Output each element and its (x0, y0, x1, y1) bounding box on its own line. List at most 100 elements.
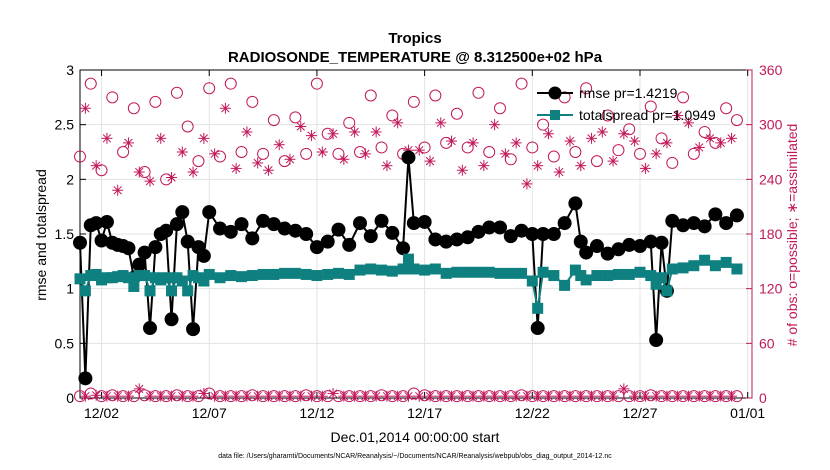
totalspread-point (709, 260, 721, 272)
totalspread-point (268, 268, 280, 280)
obs-assimilated-zero-marker (456, 390, 468, 402)
obs-assimilated-marker (338, 153, 350, 165)
rmse-point (719, 216, 734, 231)
obs-assimilated-zero-marker (467, 390, 479, 402)
data-file-footer: data file: /Users/gharamti/Documents/NCA… (218, 453, 612, 460)
totalspread-point (376, 264, 388, 276)
legend-swatch-marker (548, 86, 562, 100)
totalspread-point (225, 270, 237, 282)
y-axis-label-right: # of obs: o=possible; ∗=assimilated (784, 124, 800, 347)
obs-assimilated-marker (682, 117, 694, 129)
obs-assimilated-marker (510, 137, 522, 149)
obs-assimilated-marker (101, 132, 113, 144)
obs-assimilated-zero-marker (241, 390, 253, 402)
obs-possible-marker (343, 116, 356, 129)
obs-assimilated-marker (726, 132, 738, 144)
obs-possible-marker (580, 82, 593, 95)
totalspread-point (182, 285, 194, 297)
obs-assimilated-zero-marker (359, 390, 371, 402)
obs-assimilated-zero-marker (370, 390, 382, 402)
obs-assimilated-zero-marker (672, 390, 684, 402)
obs-possible-marker (590, 155, 603, 168)
rmse-point (331, 222, 346, 237)
totalspread-point (656, 272, 668, 284)
legend-swatch-marker (550, 110, 560, 120)
obs-assimilated-zero-marker (327, 387, 339, 399)
totalspread-point (322, 268, 334, 280)
x-tick-label: 12/22 (515, 405, 550, 421)
totalspread-point (176, 275, 188, 287)
rmse-point (159, 223, 174, 238)
obs-assimilated-marker (650, 148, 662, 160)
left-tick-label: 3 (66, 62, 74, 78)
x-tick-label: 01/01 (730, 405, 765, 421)
totalspread-point (580, 274, 592, 286)
totalspread-point (666, 263, 678, 275)
totalspread-point (731, 263, 743, 275)
obs-assimilated-marker (607, 155, 619, 167)
obs-assimilated-zero-marker (262, 390, 274, 402)
totalspread-point (166, 285, 178, 297)
obs-possible-marker (375, 141, 388, 154)
legend-label: rmse pr=1.4219 (579, 85, 678, 101)
rmse-point (589, 239, 604, 254)
obs-assimilated-marker (392, 117, 404, 129)
obs-assimilated-zero-marker (650, 390, 662, 402)
right-tick-label: 240 (759, 171, 783, 187)
obs-assimilated-marker (639, 162, 651, 174)
totalspread-point (451, 266, 463, 278)
obs-possible-marker (494, 102, 506, 115)
obs-assimilated-zero-marker (166, 390, 178, 402)
obs-assimilated-zero-marker (402, 390, 414, 402)
totalspread-point (623, 268, 635, 280)
totalspread-point (332, 267, 344, 279)
obs-assimilated-zero-marker (639, 390, 651, 402)
right-tick-label: 180 (759, 226, 783, 242)
obs-possible-marker (181, 120, 194, 133)
totalspread-point (532, 302, 544, 314)
obs-assimilated-marker (435, 117, 447, 129)
obs-assimilated-marker (618, 128, 630, 140)
obs-possible-marker (257, 147, 270, 160)
obs-assimilated-marker (499, 148, 511, 160)
totalspread-point (397, 263, 409, 275)
obs-assimilated-marker (359, 148, 371, 160)
obs-assimilated-zero-marker (586, 390, 598, 402)
totalspread-point (419, 264, 431, 276)
obs-assimilated-marker (693, 141, 705, 153)
rmse-point (396, 241, 411, 256)
obs-assimilated-marker (209, 148, 221, 160)
obs-possible-marker (526, 141, 539, 154)
obs-assimilated-marker (715, 137, 727, 149)
totalspread-point (602, 270, 614, 282)
rmse-point (493, 220, 507, 235)
obs-assimilated-zero-marker (553, 390, 565, 402)
obs-assimilated-zero-marker (219, 390, 231, 402)
obs-possible-marker (170, 86, 183, 99)
x-tick-label: 12/17 (407, 405, 442, 421)
obs-assimilated-zero-marker (532, 390, 544, 402)
obs-possible-marker (386, 109, 399, 122)
totalspread-point (462, 266, 474, 278)
obs-possible-marker (407, 95, 420, 108)
obs-assimilated-zero-marker (90, 389, 102, 401)
obs-assimilated-zero-marker (521, 390, 533, 402)
obs-assimilated-marker (166, 172, 178, 184)
obs-assimilated-marker (596, 126, 608, 138)
obs-possible-marker (601, 109, 614, 122)
rmse-point (579, 245, 594, 260)
obs-assimilated-marker (252, 157, 264, 169)
obs-assimilated-marker (262, 164, 274, 176)
obs-assimilated-zero-marker (284, 390, 296, 402)
obs-possible-marker (730, 114, 743, 127)
obs-assimilated-zero-marker (489, 390, 501, 402)
totalspread-point (483, 266, 495, 278)
totalspread-point (203, 268, 215, 280)
chart-subtitle: RADIOSONDE_TEMPERATURE @ 8.312500e+02 hP… (228, 49, 603, 66)
obs-assimilated-zero-marker (112, 390, 124, 402)
rmse-point (299, 227, 314, 241)
obs-assimilated-zero-marker (101, 390, 113, 402)
rmse-point (73, 235, 87, 250)
obs-assimilated-zero-marker (596, 390, 608, 402)
